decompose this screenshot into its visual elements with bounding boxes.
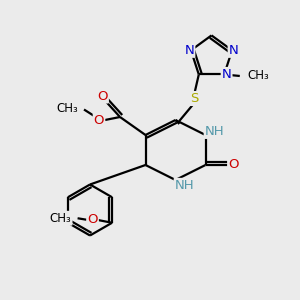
Text: S: S (190, 92, 199, 105)
Text: NH: NH (175, 179, 194, 192)
Text: O: O (97, 89, 108, 103)
Text: O: O (228, 158, 239, 172)
Text: CH₃: CH₃ (247, 70, 269, 83)
Text: CH₃: CH₃ (50, 212, 72, 225)
Text: N: N (222, 68, 232, 81)
Text: CH₃: CH₃ (56, 101, 78, 115)
Text: NH: NH (205, 125, 224, 138)
Text: O: O (87, 213, 98, 226)
Text: O: O (94, 113, 104, 127)
Text: N: N (184, 44, 194, 57)
Text: N: N (229, 44, 238, 57)
